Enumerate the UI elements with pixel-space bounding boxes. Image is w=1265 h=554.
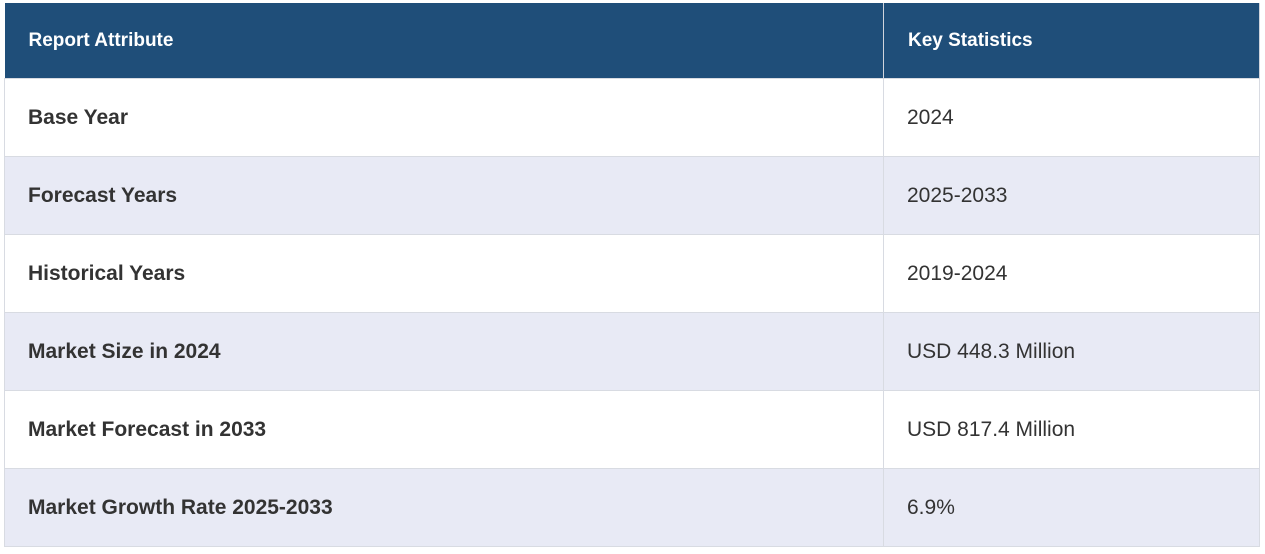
table-header: Report Attribute Key Statistics	[4, 3, 1260, 79]
table-row: Market Forecast in 2033 USD 817.4 Million	[4, 390, 1260, 469]
attribute-cell: Market Size in 2024	[4, 312, 884, 391]
attribute-cell: Market Forecast in 2033	[4, 390, 884, 469]
header-row: Report Attribute Key Statistics	[4, 3, 1260, 79]
table-row: Market Size in 2024 USD 448.3 Million	[4, 312, 1260, 391]
value-cell: USD 817.4 Million	[883, 390, 1260, 469]
table-row: Market Growth Rate 2025-2033 6.9%	[4, 468, 1260, 547]
table-row: Historical Years 2019-2024	[4, 234, 1260, 313]
header-cell: Key Statistics	[883, 3, 1260, 79]
value-cell: 2024	[883, 78, 1260, 157]
value-cell: USD 448.3 Million	[883, 312, 1260, 391]
value-cell: 6.9%	[883, 468, 1260, 547]
table-row: Forecast Years 2025-2033	[4, 156, 1260, 235]
table-body: Base Year 2024 Forecast Years 2025-2033 Hist…	[4, 78, 1260, 547]
header-cell: Report Attribute	[4, 3, 884, 79]
attribute-cell: Base Year	[4, 78, 884, 157]
value-cell: 2019-2024	[883, 234, 1260, 313]
attribute-cell: Historical Years	[4, 234, 884, 313]
attribute-cell: Forecast Years	[4, 156, 884, 235]
value-cell: 2025-2033	[883, 156, 1260, 235]
attribute-cell: Market Growth Rate 2025-2033	[4, 468, 884, 547]
stats-table: Report Attribute Key Statistics Base Yea…	[4, 3, 1260, 547]
table-row: Base Year 2024	[4, 78, 1260, 157]
